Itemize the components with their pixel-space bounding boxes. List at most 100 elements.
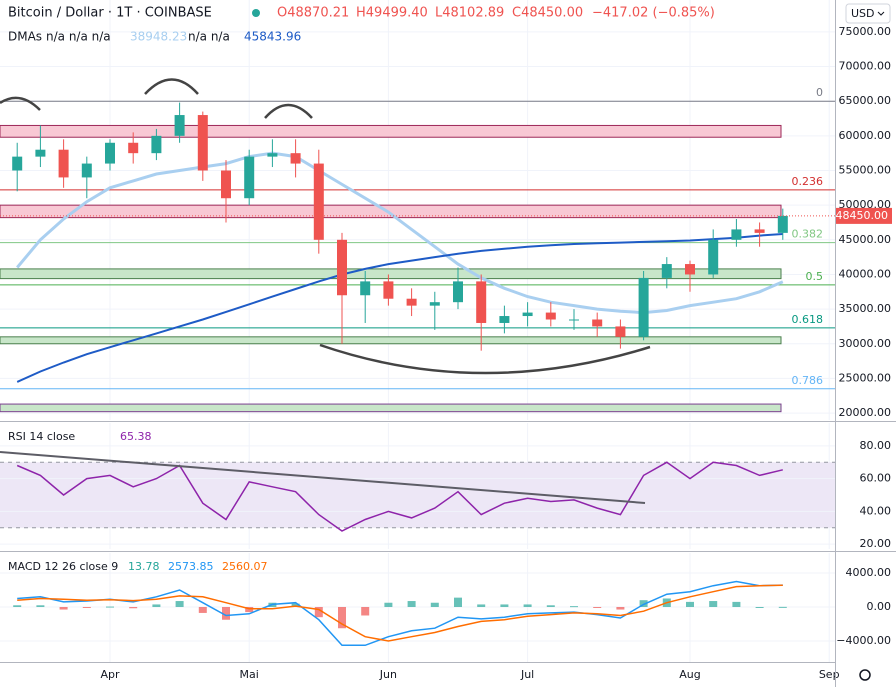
y-tick-label: 60000.00 — [839, 129, 892, 142]
fib-label: 0.382 — [792, 228, 824, 241]
histogram-bar — [546, 605, 555, 607]
y-tick-label: 55000.00 — [839, 163, 892, 176]
ohlc-change: −417.02 (−0.85%) — [592, 6, 715, 21]
histogram-bar — [291, 603, 300, 607]
y-tick-label: −4000.00 — [836, 634, 891, 647]
indicator-na: n/a n/a — [188, 30, 230, 44]
x-tick-label: Jul — [520, 668, 534, 681]
histogram-bar — [82, 606, 91, 608]
signal-value: 2560.07 — [222, 560, 268, 573]
candle-body — [569, 319, 579, 321]
rsi-title: RSI 14 close — [8, 430, 75, 443]
fib-label: 0.5 — [806, 270, 824, 283]
histogram-bar — [778, 606, 787, 608]
ma-value: 45843.96 — [244, 30, 301, 44]
candle-body — [429, 302, 440, 306]
candle-body — [35, 149, 46, 157]
histogram-bar — [384, 602, 393, 607]
zone — [0, 403, 782, 413]
y-tick-label: 45000.00 — [839, 233, 892, 246]
candle-body — [12, 156, 23, 171]
histogram-bar — [338, 606, 346, 629]
settings-icon[interactable] — [859, 669, 871, 681]
candle-body — [754, 229, 765, 233]
candle-body — [105, 142, 115, 164]
dropdown-arrow[interactable] — [877, 11, 885, 16]
histogram-bar — [13, 605, 22, 607]
ohlc-open: O48870.21 — [277, 6, 349, 21]
ohlc-low: L48102.89 — [435, 6, 504, 21]
x-tick-label: Aug — [679, 668, 700, 681]
fib-label: 0.786 — [792, 374, 824, 387]
candle-body — [290, 153, 301, 164]
y-tick-label: 20.00 — [860, 537, 892, 550]
histogram-bar — [570, 606, 578, 608]
arc-drawing — [0, 96, 41, 111]
y-tick-label: 80.00 — [860, 439, 892, 452]
histogram-bar — [430, 602, 439, 607]
currency-label[interactable]: USD — [851, 7, 875, 20]
candle-body — [58, 149, 69, 178]
y-tick-label: 65000.00 — [839, 94, 892, 107]
indicator-name: DMAs — [8, 30, 42, 44]
y-tick-label: 40.00 — [860, 504, 892, 517]
arc-drawing — [319, 343, 651, 375]
histogram-bar — [593, 606, 602, 608]
y-tick-label: 60.00 — [860, 472, 892, 485]
x-tick-label: Sep — [819, 668, 840, 681]
histogram-bar — [616, 606, 625, 610]
zone — [0, 336, 782, 345]
histogram-bar — [36, 605, 45, 607]
histogram-bar — [314, 606, 323, 618]
candle-body — [522, 312, 533, 317]
histogram-bar — [500, 604, 509, 607]
candle-body — [360, 281, 371, 296]
histogram-bar — [454, 597, 462, 607]
rsi-band — [0, 462, 835, 528]
candle-body — [406, 298, 417, 306]
histogram-bar — [175, 601, 184, 607]
currency-button[interactable] — [845, 3, 891, 24]
candle-body — [499, 316, 510, 323]
x-tick-label: Jun — [379, 668, 397, 681]
line — [17, 584, 783, 642]
y-tick-label: 4000.00 — [846, 566, 892, 579]
candle-body — [685, 264, 695, 275]
ohlc-high: H49499.40 — [356, 6, 428, 21]
ma-value: 38948.23 — [130, 30, 187, 44]
histogram-bar — [59, 606, 68, 610]
line — [16, 233, 783, 383]
y-tick-label: 0.00 — [867, 600, 892, 613]
last-price-label: 48450.00 — [836, 209, 889, 222]
x-tick-label: Mai — [240, 668, 259, 681]
histogram-bar — [709, 601, 718, 607]
symbol-title: Bitcoin / Dollar · 1T · COINBASE — [8, 6, 212, 21]
x-tick-label: Apr — [100, 668, 120, 681]
histogram-bar — [477, 604, 486, 607]
y-tick-label: 25000.00 — [839, 371, 892, 384]
histogram-bar — [523, 604, 532, 607]
candle-body — [545, 312, 556, 320]
candle-body — [777, 215, 788, 233]
candle-body — [197, 115, 208, 171]
candle-body — [453, 281, 463, 303]
candle-body — [708, 239, 719, 275]
y-tick-label: 20000.00 — [839, 406, 892, 419]
candle-body — [731, 229, 742, 240]
candle-body — [151, 135, 162, 154]
rsi-trendline — [0, 451, 646, 504]
histogram-bar — [222, 606, 230, 620]
candle-body — [221, 170, 231, 199]
line — [16, 151, 784, 315]
candle-body — [661, 264, 672, 278]
candle-body — [81, 163, 92, 178]
candle-body — [638, 277, 649, 337]
histogram-bar — [106, 606, 114, 608]
rsi-value: 65.38 — [120, 430, 152, 443]
y-tick-label: 40000.00 — [839, 267, 892, 280]
histogram-bar — [407, 601, 416, 607]
fib-label: 0.618 — [792, 313, 824, 326]
y-tick-label: 70000.00 — [839, 60, 892, 73]
